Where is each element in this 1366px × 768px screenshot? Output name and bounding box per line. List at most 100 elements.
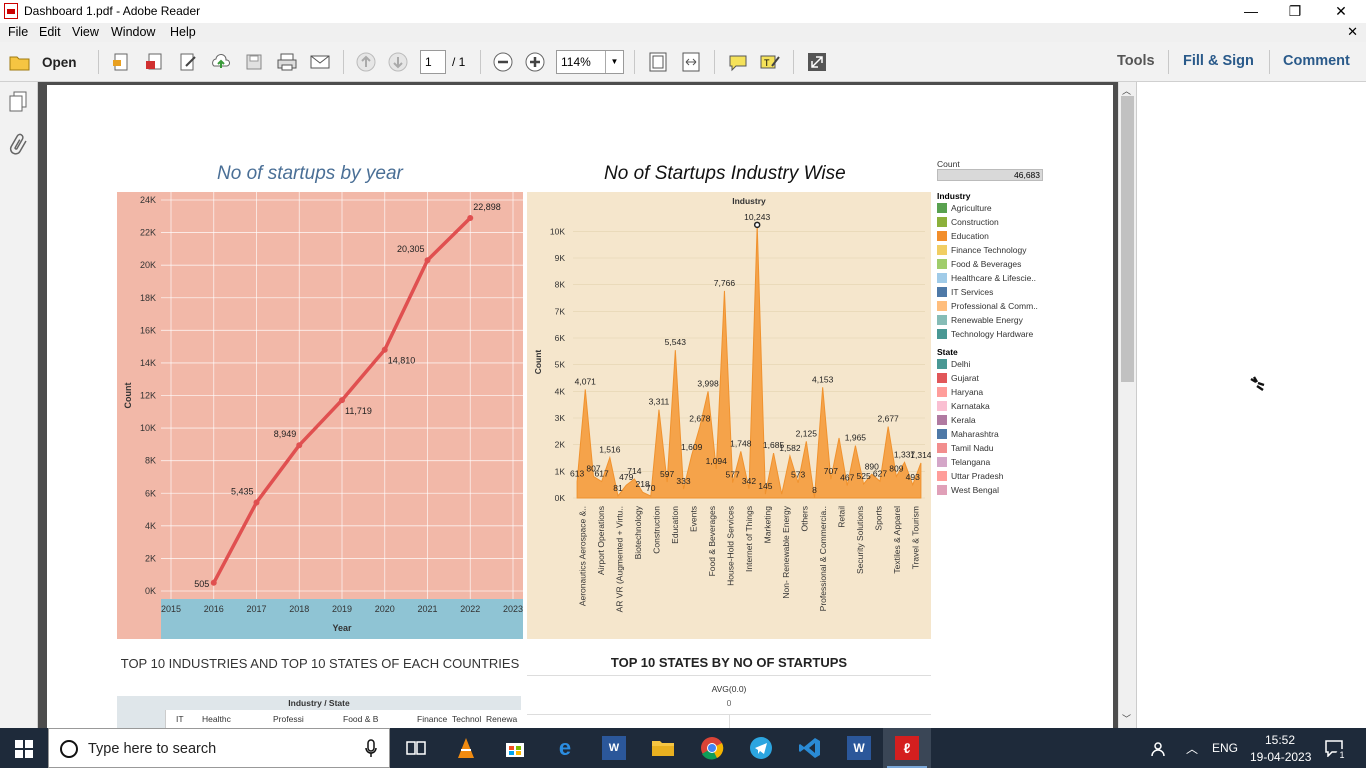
menu-edit[interactable]: Edit bbox=[39, 25, 61, 39]
fill-sign-link[interactable]: Fill & Sign bbox=[1183, 53, 1254, 69]
notification-count: 1 bbox=[1336, 749, 1348, 761]
menu-window[interactable]: Window bbox=[111, 25, 156, 39]
document-area[interactable]: No of startups by year 0K 2K 4K 6K 8K 10K 12K 1… bbox=[38, 82, 1118, 728]
upload-cloud-icon[interactable] bbox=[208, 49, 234, 75]
data-label: 627 bbox=[873, 468, 887, 478]
chrome-icon[interactable] bbox=[700, 736, 724, 760]
create-pdf-icon[interactable] bbox=[108, 49, 134, 75]
x-axis-band bbox=[161, 599, 523, 639]
page-number-input[interactable]: 1 bbox=[420, 50, 446, 74]
industry-chart-title: No of Startups Industry Wise bbox=[604, 163, 846, 184]
x-category-label: AR VR (Augmented + Virtu.. bbox=[614, 506, 624, 612]
menu-file[interactable]: File bbox=[8, 25, 29, 39]
x-category-label: Sports bbox=[874, 506, 884, 531]
telegram-icon[interactable] bbox=[749, 736, 773, 760]
close-button[interactable]: ✕ bbox=[1335, 3, 1347, 19]
y-tick-label: 10K bbox=[140, 423, 156, 433]
legend-item[interactable]: Delhi bbox=[937, 357, 1057, 371]
legend-item[interactable]: Education bbox=[937, 229, 1057, 243]
file-explorer-icon[interactable] bbox=[651, 736, 675, 760]
vlc-icon[interactable] bbox=[454, 736, 478, 760]
y-tick-label: 0K bbox=[145, 586, 156, 596]
menu-view[interactable]: View bbox=[72, 25, 99, 39]
folder-icon bbox=[9, 56, 30, 71]
legend-item[interactable]: West Bengal bbox=[937, 483, 1057, 497]
microphone-icon[interactable] bbox=[364, 739, 378, 759]
legend-item[interactable]: Construction bbox=[937, 215, 1057, 229]
scroll-up-icon[interactable]: ︿ bbox=[1122, 86, 1132, 96]
word-icon[interactable]: W bbox=[847, 736, 871, 760]
legend-item[interactable]: Karnataka bbox=[937, 399, 1057, 413]
print-icon[interactable] bbox=[274, 49, 300, 75]
legend-item[interactable]: Food & Beverages bbox=[937, 257, 1057, 271]
zoom-select[interactable]: 114% ▼ bbox=[556, 50, 624, 74]
vscode-icon[interactable] bbox=[798, 736, 822, 760]
comment-link[interactable]: Comment bbox=[1283, 53, 1350, 69]
data-point bbox=[467, 214, 474, 221]
document-close-button[interactable]: ✕ bbox=[1347, 24, 1358, 39]
next-page-icon[interactable] bbox=[385, 49, 411, 75]
email-icon[interactable] bbox=[307, 49, 333, 75]
legend-item[interactable]: Healthcare & Lifescie.. bbox=[937, 271, 1057, 285]
menu-help[interactable]: Help bbox=[170, 25, 196, 39]
legend-item[interactable]: IT Services bbox=[937, 285, 1057, 299]
legend-swatch bbox=[937, 443, 947, 453]
legend-item[interactable]: Tamil Nadu bbox=[937, 441, 1057, 455]
legend-item[interactable]: Renewable Energy bbox=[937, 313, 1057, 327]
sticky-note-icon[interactable] bbox=[725, 49, 751, 75]
previous-page-icon[interactable] bbox=[353, 49, 379, 75]
legend-item[interactable]: Technology Hardware bbox=[937, 327, 1057, 341]
scroll-down-icon[interactable]: ﹀ bbox=[1122, 714, 1132, 724]
zoom-out-icon[interactable] bbox=[490, 49, 516, 75]
data-label: 2,678 bbox=[689, 414, 711, 424]
people-icon[interactable] bbox=[1150, 740, 1168, 761]
combine-files-icon[interactable] bbox=[141, 49, 167, 75]
attachments-icon[interactable] bbox=[9, 132, 29, 161]
fit-page-icon[interactable] bbox=[645, 49, 671, 75]
tools-link[interactable]: Tools bbox=[1117, 53, 1155, 69]
edit-pdf-icon[interactable] bbox=[175, 49, 201, 75]
page-thumbnails-icon[interactable] bbox=[8, 90, 30, 117]
clock-time[interactable]: 15:52 bbox=[1265, 733, 1296, 747]
taskbar-search-box[interactable]: Type here to search bbox=[48, 728, 390, 768]
legend-item[interactable]: Uttar Pradesh bbox=[937, 469, 1057, 483]
legend-item[interactable]: Finance Technology bbox=[937, 243, 1057, 257]
full-screen-icon[interactable] bbox=[804, 49, 830, 75]
clock-date[interactable]: 19-04-2023 bbox=[1250, 750, 1312, 764]
zoom-in-icon[interactable] bbox=[522, 49, 548, 75]
adobe-reader-icon: ℓ bbox=[895, 736, 919, 760]
legend-item[interactable]: Maharashtra bbox=[937, 427, 1057, 441]
notifications-icon[interactable]: 1 bbox=[1324, 739, 1348, 761]
windows-start-icon[interactable] bbox=[14, 739, 34, 762]
open-button[interactable]: Open bbox=[8, 50, 90, 74]
word-document-icon[interactable]: W bbox=[602, 736, 626, 760]
legend-item[interactable]: Telangana bbox=[937, 455, 1057, 469]
maximize-button[interactable]: ❐ bbox=[1288, 3, 1302, 19]
legend-swatch bbox=[937, 457, 947, 467]
acrobat-taskbar-item[interactable]: ℓ bbox=[883, 728, 931, 768]
microsoft-store-icon[interactable] bbox=[503, 736, 527, 760]
active-indicator bbox=[887, 766, 927, 768]
legend-item[interactable]: Kerala bbox=[937, 413, 1057, 427]
highlight-text-icon[interactable]: T bbox=[757, 49, 783, 75]
y-axis-label: Count bbox=[123, 383, 133, 409]
legend-item[interactable]: Haryana bbox=[937, 385, 1057, 399]
chevron-up-icon[interactable]: ︿ bbox=[1186, 742, 1199, 756]
scrollbar-thumb[interactable] bbox=[1121, 96, 1134, 382]
industry-state-table: Industry / State IT Healthc Professi Foo… bbox=[117, 696, 521, 728]
legend-item[interactable]: Professional & Comm.. bbox=[937, 299, 1057, 313]
vertical-scrollbar[interactable]: ︿ ﹀ bbox=[1118, 82, 1136, 728]
legend-item[interactable]: Agriculture bbox=[937, 201, 1057, 215]
data-label: 4,071 bbox=[575, 376, 597, 386]
tools-pane bbox=[1136, 82, 1366, 728]
x-category-label: Internet of Things bbox=[744, 506, 754, 572]
edge-icon[interactable]: e bbox=[558, 735, 572, 760]
task-view-icon[interactable] bbox=[404, 736, 428, 760]
chevron-down-icon[interactable]: ▼ bbox=[605, 51, 623, 73]
fit-width-icon[interactable] bbox=[678, 49, 704, 75]
language-indicator[interactable]: ENG bbox=[1212, 741, 1239, 755]
save-icon[interactable] bbox=[241, 49, 267, 75]
legend-item[interactable]: Gujarat bbox=[937, 371, 1057, 385]
minimize-button[interactable]: — bbox=[1244, 3, 1258, 19]
separator bbox=[343, 50, 344, 74]
